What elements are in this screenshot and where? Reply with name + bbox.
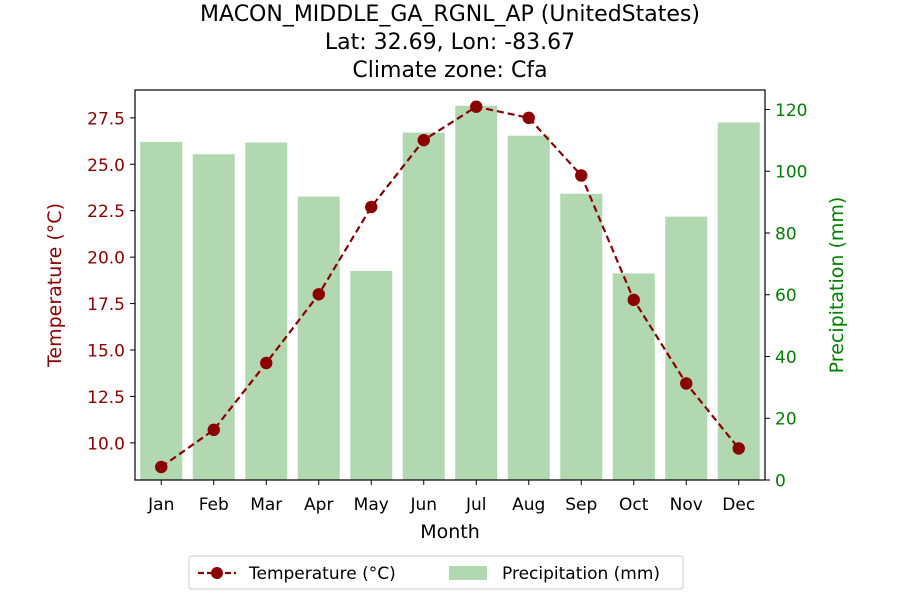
left-tick-label: 17.5 (87, 295, 125, 315)
left-tick-label: 10.0 (87, 434, 125, 454)
left-axis-ticks: 10.0 12.5 15.0 17.5 20.0 22.5 25.0 27.5 (87, 109, 135, 454)
temperature-point-jun (417, 133, 430, 147)
precipitation-bar-oct (612, 273, 655, 480)
precipitation-bar-mar (245, 142, 288, 480)
right-tick-label: 120 (775, 101, 807, 121)
temperature-line (155, 100, 745, 474)
temperature-point-dec (732, 442, 745, 455)
precipitation-bar-may (350, 270, 393, 480)
precipitation-bar-aug (507, 135, 550, 480)
left-tick-label: 20.0 (87, 249, 125, 269)
x-tick-label-apr: Apr (304, 495, 333, 515)
title-line-1: MACON_MIDDLE_GA_RGNL_AP (UnitedStates) (200, 2, 700, 27)
precipitation-bar-nov (665, 216, 708, 480)
right-tick-label: 20 (775, 410, 797, 430)
temperature-point-jul (470, 100, 483, 113)
precipitation-bars (140, 105, 760, 481)
left-tick-label: 25.0 (87, 156, 125, 176)
x-tick-label-sep: Sep (565, 495, 597, 515)
precipitation-bar-dec (717, 122, 760, 481)
temperature-series-line (160, 105, 740, 468)
title-line-3: Climate zone: Cfa (352, 58, 547, 83)
precipitation-bar-sep (560, 193, 603, 480)
left-tick-label: 22.5 (87, 202, 125, 222)
precipitation-bar-jan (140, 141, 183, 481)
temperature-point-mar (260, 356, 273, 370)
x-tick-label-jan: Jan (147, 495, 174, 515)
x-tick-label-dec: Dec (722, 495, 755, 515)
left-tick-label: 27.5 (87, 109, 125, 129)
legend-precipitation-swatch (449, 566, 487, 580)
temperature-point-nov (680, 377, 693, 390)
x-tick-label-jun: Jun (409, 495, 437, 515)
plot-frame (134, 89, 766, 481)
x-tick-label-mar: Mar (250, 495, 282, 515)
x-tick-label-oct: Oct (619, 495, 649, 515)
legend-precipitation-label: Precipitation (mm) (502, 564, 660, 584)
precipitation-bar-jul (455, 105, 498, 480)
right-tick-label: 100 (775, 163, 807, 183)
temperature-point-oct (627, 293, 640, 307)
x-axis-label: Month (420, 521, 480, 543)
temperature-point-sep (575, 169, 588, 182)
x-tick-label-nov: Nov (670, 495, 703, 515)
left-tick-label: 12.5 (87, 388, 125, 408)
temperature-point-feb (207, 423, 220, 437)
right-tick-label: 80 (775, 224, 797, 244)
precipitation-bar-apr (297, 196, 340, 480)
temperature-point-jan (155, 460, 168, 474)
temperature-point-aug (522, 111, 535, 125)
legend: Temperature (°C) Precipitation (mm) (188, 555, 684, 590)
left-tick-label: 15.0 (87, 342, 125, 362)
precipitation-bar-jun (402, 132, 445, 480)
x-tick-label-aug: Aug (512, 495, 545, 515)
right-tick-label: 40 (775, 348, 797, 368)
right-tick-label: 60 (775, 286, 797, 306)
right-axis-ticks: 0 20 40 60 80 100 120 (765, 101, 807, 492)
temperature-point-apr (312, 288, 325, 301)
x-axis-ticks: Jan Feb Mar Apr May Jun Jul Aug Sep Oct Nov Dec (147, 480, 755, 515)
x-tick-label-may: May (354, 495, 389, 515)
legend-temperature-label: Temperature (°C) (248, 564, 396, 584)
title-line-2: Lat: 32.69, Lon: -83.67 (325, 30, 575, 55)
x-tick-label-jul: Jul (465, 495, 487, 515)
right-tick-label: 0 (775, 472, 786, 492)
x-tick-label-feb: Feb (199, 495, 229, 515)
chart-title: MACON_MIDDLE_GA_RGNL_AP (UnitedStates) L… (200, 2, 700, 83)
right-axis-label: Precipitation (mm) (826, 197, 848, 374)
legend-frame (188, 555, 684, 590)
legend-temperature-swatch-marker (211, 567, 223, 579)
left-axis-label: Temperature (°C) (44, 203, 66, 368)
temperature-point-may (365, 200, 378, 214)
